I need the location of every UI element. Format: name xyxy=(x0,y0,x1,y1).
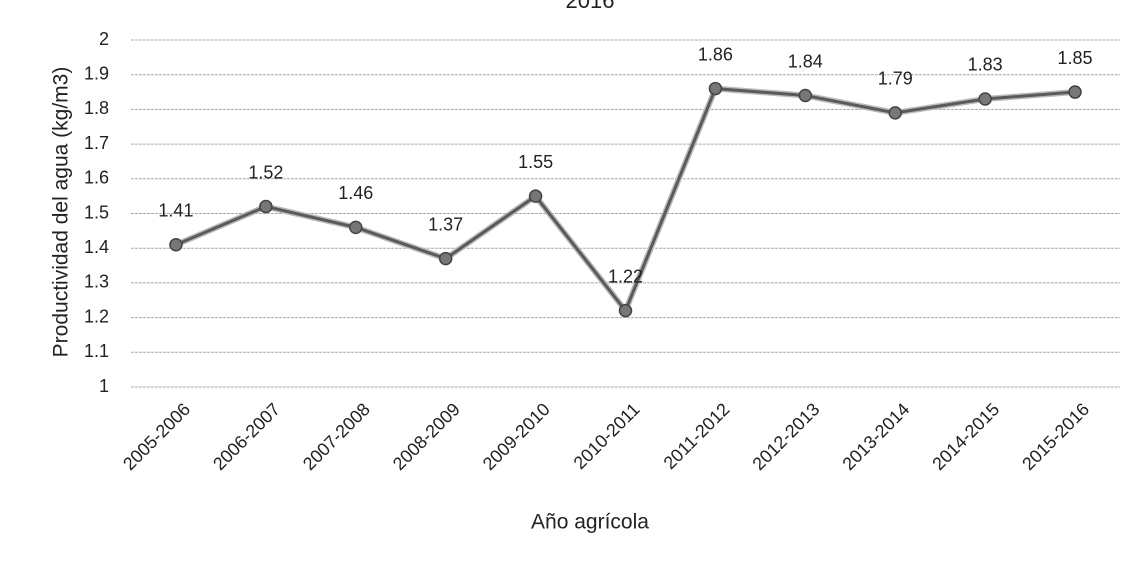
data-label: 1.79 xyxy=(878,69,913,89)
marker xyxy=(1068,85,1082,99)
marker xyxy=(708,81,723,96)
x-tick-label: 2009-2010 xyxy=(479,399,554,474)
y-axis-label: Productividad del agua (kg/m3) xyxy=(50,67,73,358)
x-tick-label: 2011-2012 xyxy=(660,399,734,473)
y-tick-label: 2 xyxy=(99,29,109,49)
x-tick-label: 2015-2016 xyxy=(1018,399,1093,474)
y-tick-label: 1.2 xyxy=(84,306,109,326)
data-label: 1.52 xyxy=(248,162,283,182)
y-tick-label: 1.3 xyxy=(84,272,109,292)
y-tick-label: 1.8 xyxy=(84,98,109,118)
y-tick-label: 1.9 xyxy=(84,63,109,83)
marker xyxy=(798,88,813,103)
data-label: 1.37 xyxy=(428,214,463,234)
marker xyxy=(438,251,453,266)
marker xyxy=(978,92,992,106)
x-tick-label: 2010-2011 xyxy=(570,399,644,473)
marker xyxy=(259,199,273,214)
marker xyxy=(528,189,543,203)
data-label: 1.41 xyxy=(158,200,193,220)
data-label: 1.84 xyxy=(788,51,823,71)
y-tick-label: 1.6 xyxy=(84,168,109,188)
y-tick-label: 1.1 xyxy=(84,341,109,361)
y-tick-label: 1.7 xyxy=(84,133,109,153)
x-axis-label: Año agrícola xyxy=(531,511,649,534)
marker xyxy=(169,237,183,252)
y-tick-label: 1 xyxy=(99,376,109,396)
data-label: 1.55 xyxy=(518,152,553,172)
y-tick-label: 1.5 xyxy=(84,202,109,222)
chart-title: 2016 xyxy=(566,0,615,13)
x-tick-label: 2014-2015 xyxy=(928,399,1003,474)
x-tick-label: 2005-2006 xyxy=(119,399,194,474)
data-label: 1.86 xyxy=(698,44,733,64)
x-tick-label: 2006-2007 xyxy=(209,399,284,474)
y-tick-label: 1.4 xyxy=(84,237,109,257)
x-tick-label: 2013-2014 xyxy=(838,399,913,474)
marker xyxy=(349,220,363,235)
data-label: 1.22 xyxy=(608,266,643,286)
data-label: 1.83 xyxy=(968,55,1003,75)
x-tick-label: 2007-2008 xyxy=(299,399,374,474)
marker xyxy=(888,106,902,120)
marker xyxy=(618,303,633,318)
data-label: 1.46 xyxy=(338,183,373,203)
x-tick-label: 2012-2013 xyxy=(748,399,823,474)
x-tick-label: 2008-2009 xyxy=(389,399,464,474)
data-label: 1.85 xyxy=(1058,48,1093,68)
